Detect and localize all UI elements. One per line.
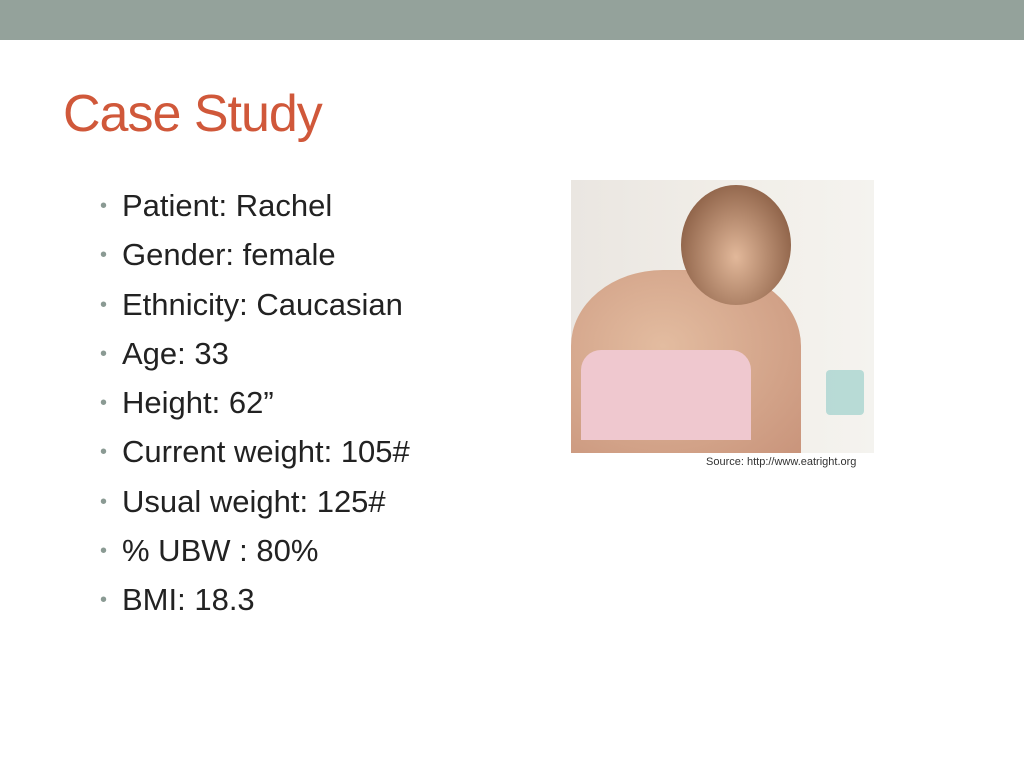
bullet-item: • BMI: 18.3 (100, 578, 410, 627)
bullet-text: Patient: Rachel (122, 188, 333, 223)
bullet-icon: • (100, 441, 108, 464)
bullet-text: Gender: female (122, 237, 336, 273)
bullet-item: • Ethnicity: Caucasian (100, 283, 410, 332)
bullet-text: Usual weight: 125# (122, 483, 386, 519)
bullet-icon: • (100, 342, 108, 365)
bullet-item: • Usual weight: 125# (100, 480, 410, 529)
top-bar (0, 0, 1024, 40)
bullet-item: • Patient: Rachel (100, 184, 410, 233)
bullet-text: BMI: 18.3 (122, 582, 255, 618)
bullet-item: • % UBW : 80% (100, 529, 410, 578)
bullet-item: • Height: 62” (100, 381, 410, 430)
bullet-item: • Current weight: 105# (100, 430, 410, 479)
bullet-text: Height: 62” (122, 385, 274, 421)
bullet-icon: • (100, 392, 108, 415)
bullet-text: % UBW : 80% (122, 533, 319, 569)
bullet-icon: • (100, 540, 108, 563)
bullet-icon: • (100, 293, 108, 316)
bullet-icon: • (100, 195, 108, 217)
bullet-item: • Age: 33 (100, 332, 410, 381)
image-source-caption: Source: http://www.eatright.org (706, 456, 857, 468)
bullet-icon: • (100, 490, 108, 513)
bullet-text: Age: 33 (122, 335, 229, 371)
bullet-text: Ethnicity: Caucasian (122, 286, 403, 322)
bullet-text: Current weight: 105# (122, 434, 410, 470)
bullet-list: • Patient: Rachel • Gender: female • Ethnic… (100, 184, 410, 628)
slide-title: Case Study (63, 85, 323, 143)
bullet-item: • Gender: female (100, 233, 410, 282)
patient-photo (571, 180, 874, 453)
bullet-icon: • (100, 244, 108, 267)
bullet-icon: • (100, 589, 108, 612)
